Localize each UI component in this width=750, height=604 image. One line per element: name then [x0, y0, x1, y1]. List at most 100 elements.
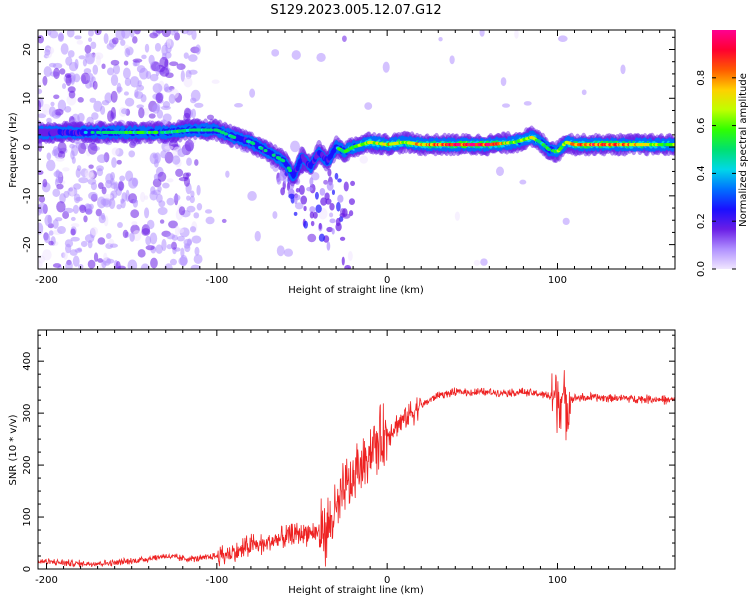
snr-frame	[37, 329, 676, 570]
spectrogram-cell	[183, 176, 191, 187]
spectrogram-cell	[546, 147, 551, 152]
spectrogram-cell	[166, 178, 174, 183]
spectrogram-cell	[169, 258, 177, 266]
spectrogram-cell	[120, 39, 126, 46]
spectrogram-cell	[65, 243, 72, 254]
spectrogram-cell	[519, 179, 527, 185]
spectrogram-cell	[53, 67, 60, 80]
spectrogram-cell	[449, 55, 455, 65]
spectrogram-cell	[109, 243, 118, 248]
spectrogram-cell	[168, 220, 178, 229]
spectrogram-cell	[124, 77, 131, 87]
spectrogram-cell	[170, 241, 177, 250]
spectrogram-cell	[129, 76, 140, 88]
colorbar-label: Normalized spectral amplitude	[738, 73, 749, 227]
spectrogram-cell	[68, 90, 76, 99]
spectrogram-cell	[134, 89, 139, 98]
spectrogram-cell	[100, 105, 106, 115]
spectrogram-xtick-label: 0	[384, 275, 390, 286]
snr-xtick-label: -200	[35, 575, 58, 586]
spectrogram-cell	[309, 177, 314, 186]
spectrogram-cell	[164, 145, 174, 150]
spectrogram-cell	[148, 113, 156, 119]
snr-xtick-label: 0	[384, 575, 390, 586]
spectrogram-cell	[87, 72, 94, 83]
snr-ylabel: SNR (10 * v/v)	[8, 414, 19, 485]
spectrogram-cell	[359, 155, 369, 164]
spectrogram-cell	[311, 172, 320, 181]
spectrogram-cell	[329, 218, 336, 224]
spectrogram-cell	[514, 30, 519, 39]
spectrogram-cell	[52, 145, 59, 156]
spectrogram-cell	[68, 187, 74, 192]
snr-panel: -200 -100 0 100 0 100 200 300 400 Height of stra…	[8, 329, 676, 596]
spectrogram-cell	[298, 184, 305, 195]
spectrogram-ytick-label: -10	[22, 188, 33, 204]
spectrogram-cell	[123, 91, 129, 96]
colorbar-tick-label: 0.0	[696, 261, 707, 277]
spectrogram-cell	[78, 177, 89, 184]
spectrogram-cell	[77, 112, 85, 123]
spectrogram-cell	[155, 92, 164, 104]
spectrogram-cell	[74, 35, 82, 40]
spectrogram-cell	[159, 67, 170, 77]
spectrogram-cell	[123, 60, 129, 66]
spectrogram-cell	[259, 146, 264, 150]
spectrogram-ylabel: Frequency (Hz)	[8, 112, 19, 188]
spectrogram-cell	[195, 44, 201, 55]
spectrogram-cell	[130, 209, 140, 219]
spectrogram-cell	[87, 259, 96, 269]
spectrogram-cell	[186, 30, 193, 36]
spectrogram-cell	[83, 130, 88, 135]
spectrogram-cell	[96, 168, 104, 177]
spectrogram-cell	[87, 142, 98, 155]
spectrogram-cell	[171, 155, 181, 165]
spectrogram-cell	[72, 204, 79, 214]
spectrogram-cell	[121, 108, 129, 115]
spectrogram-cell	[189, 195, 195, 204]
spectrogram-cell	[331, 228, 335, 235]
spectrogram-cell	[85, 53, 95, 65]
snr-line	[38, 370, 675, 568]
spectrogram-cell	[288, 168, 293, 173]
spectrogram-cell	[93, 100, 103, 112]
spectrogram-cell	[157, 185, 162, 192]
spectrogram-cell	[38, 202, 48, 214]
spectrogram-cell	[144, 207, 150, 219]
spectrogram-cell	[52, 188, 61, 198]
spectrogram-cell	[122, 67, 131, 79]
spectrogram-cell	[112, 64, 121, 75]
spectrogram-cell	[89, 97, 97, 103]
spectrogram-cell	[78, 55, 86, 60]
spectrogram-cell	[47, 214, 52, 225]
spectrogram-cell	[314, 191, 319, 200]
spectrogram-cell	[190, 89, 201, 102]
spectrogram-cell	[294, 194, 301, 201]
snr-xtick-label: -100	[205, 575, 228, 586]
spectrogram-cell	[55, 176, 63, 184]
spectrogram-cell	[110, 59, 120, 66]
spectrogram-cell	[382, 61, 390, 73]
spectrogram-cell	[347, 251, 353, 262]
spectrogram-cell	[290, 140, 300, 153]
spectrogram-cell	[350, 180, 356, 186]
spectrogram-cell	[672, 143, 675, 147]
spectrogram-cell	[183, 52, 189, 59]
spectrogram-xtick-label: -200	[35, 275, 58, 286]
spectrogram-cell	[206, 114, 215, 121]
spectrogram-cell	[150, 257, 158, 269]
spectrogram-cell	[90, 130, 95, 135]
spectrogram-cell	[348, 210, 354, 217]
spectrogram-cell	[57, 141, 67, 154]
spectrogram-cells	[38, 30, 675, 269]
spectrogram-cell	[154, 130, 159, 135]
spectrogram-cell	[105, 232, 112, 239]
spectrogram-cell	[153, 173, 159, 182]
spectrogram-cell	[309, 211, 315, 219]
spectrogram-cell	[117, 222, 123, 229]
spectrogram-cell	[157, 206, 168, 216]
spectrogram-cell	[225, 170, 230, 178]
snr-series	[38, 370, 675, 568]
